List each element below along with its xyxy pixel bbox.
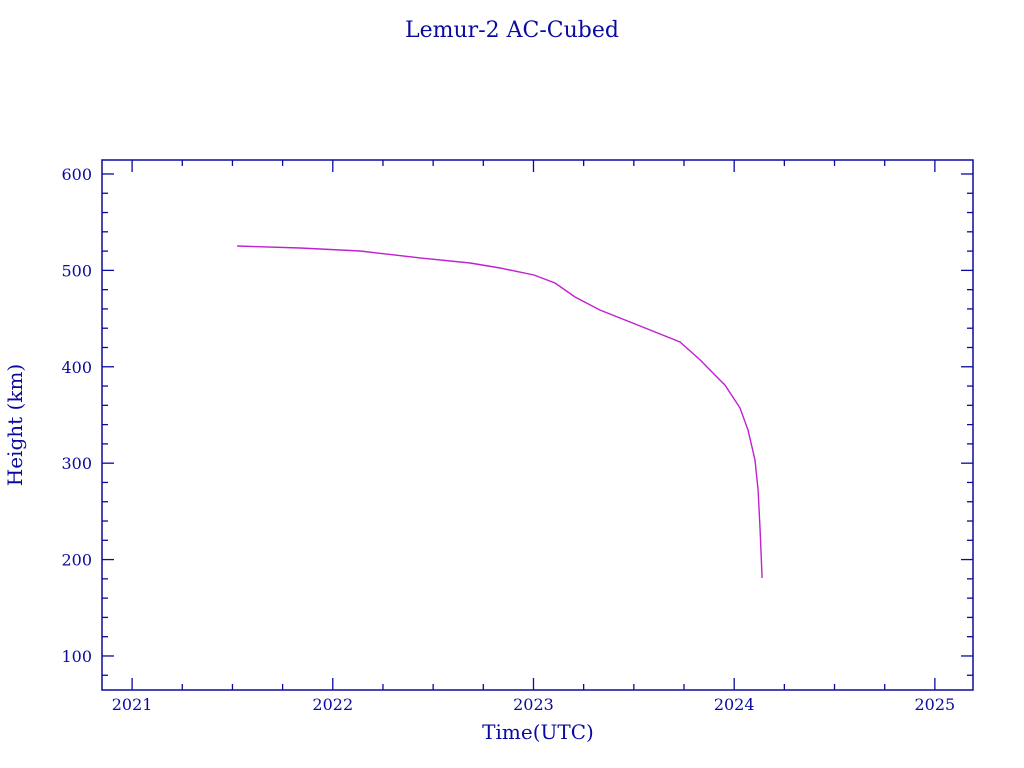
series-line-height	[237, 245, 763, 579]
x-tick-label: 2022	[312, 695, 353, 714]
x-tick-labels: 2021 2022 2023 2024 2025	[112, 695, 955, 714]
y-axis-label: Height (km)	[3, 364, 27, 486]
chart-title: Lemur-2 AC-Cubed	[405, 18, 619, 43]
x-tick-label: 2023	[513, 695, 554, 714]
y-tick-label: 300	[61, 454, 92, 473]
y-tick-label: 100	[61, 647, 92, 666]
axis-ticks	[102, 160, 973, 690]
x-tick-label: 2025	[915, 695, 956, 714]
x-tick-label: 2024	[714, 695, 755, 714]
y-tick-label: 400	[61, 358, 92, 377]
y-tick-label: 200	[61, 551, 92, 570]
x-axis-label: Time(UTC)	[482, 720, 594, 744]
plot-frame	[101, 159, 974, 691]
x-tick-label: 2021	[112, 695, 153, 714]
y-tick-label: 500	[61, 261, 92, 280]
y-tick-labels: 100 200 300 400 500 600	[61, 165, 92, 666]
y-tick-label: 600	[61, 165, 92, 184]
